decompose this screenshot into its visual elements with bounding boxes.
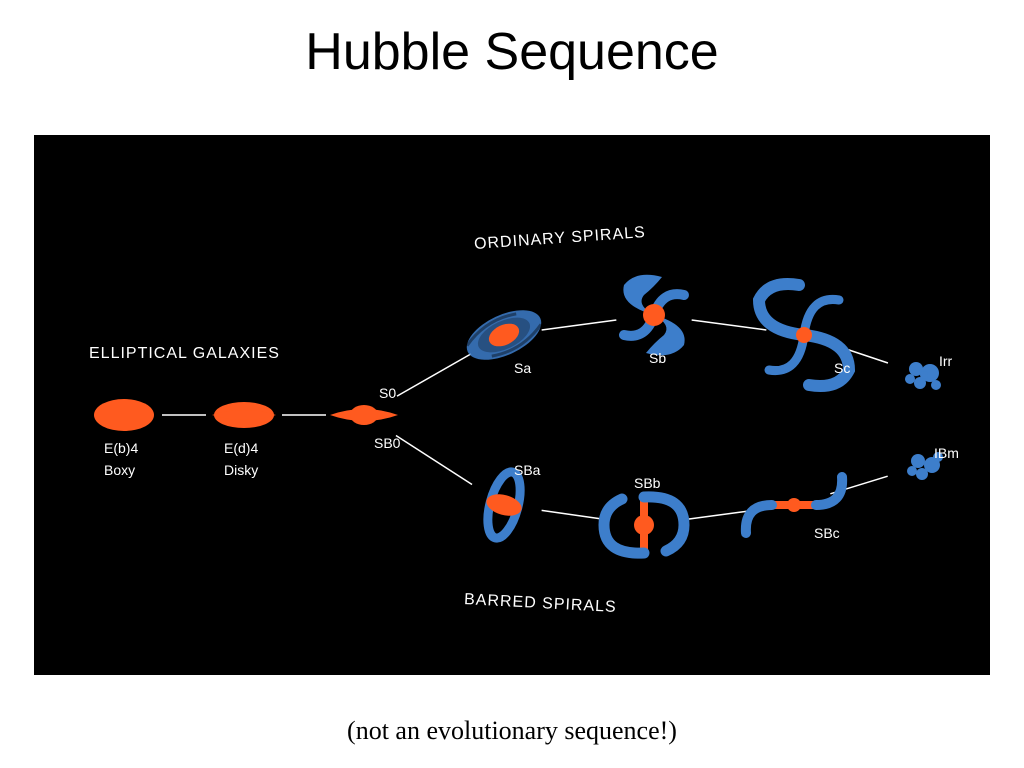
label-sc: Sc xyxy=(834,360,850,376)
galaxy-sbb xyxy=(604,497,684,553)
label-irr: Irr xyxy=(939,353,952,369)
header-elliptical: ELLIPTICAL GALAXIES xyxy=(89,345,280,363)
label-eb4-sub: Boxy xyxy=(104,462,135,478)
galaxy-ed4 xyxy=(212,402,276,428)
label-sb: Sb xyxy=(649,350,666,366)
label-ibm: IBm xyxy=(934,445,959,461)
label-sba: SBa xyxy=(514,462,540,478)
galaxy-s0 xyxy=(330,405,398,425)
label-ed4: E(d)4 xyxy=(224,440,258,456)
caption: (not an evolutionary sequence!) xyxy=(0,716,1024,746)
galaxy-eb4 xyxy=(94,399,154,431)
galaxy-sa xyxy=(459,300,548,370)
galaxy-irr xyxy=(905,362,941,390)
label-s0: S0 xyxy=(379,385,396,401)
label-ed4-sub: Disky xyxy=(224,462,258,478)
label-eb4: E(b)4 xyxy=(104,440,138,456)
label-sbc: SBc xyxy=(814,525,840,541)
label-sb0: SB0 xyxy=(374,435,400,451)
hubble-diagram: ELLIPTICAL GALAXIES ORDINARY SPIRALS BAR… xyxy=(34,135,990,675)
galaxy-sba xyxy=(478,467,530,542)
label-sbb: SBb xyxy=(634,475,660,491)
label-sa: Sa xyxy=(514,360,531,376)
page-title: Hubble Sequence xyxy=(0,0,1024,82)
galaxy-sb xyxy=(623,275,684,355)
